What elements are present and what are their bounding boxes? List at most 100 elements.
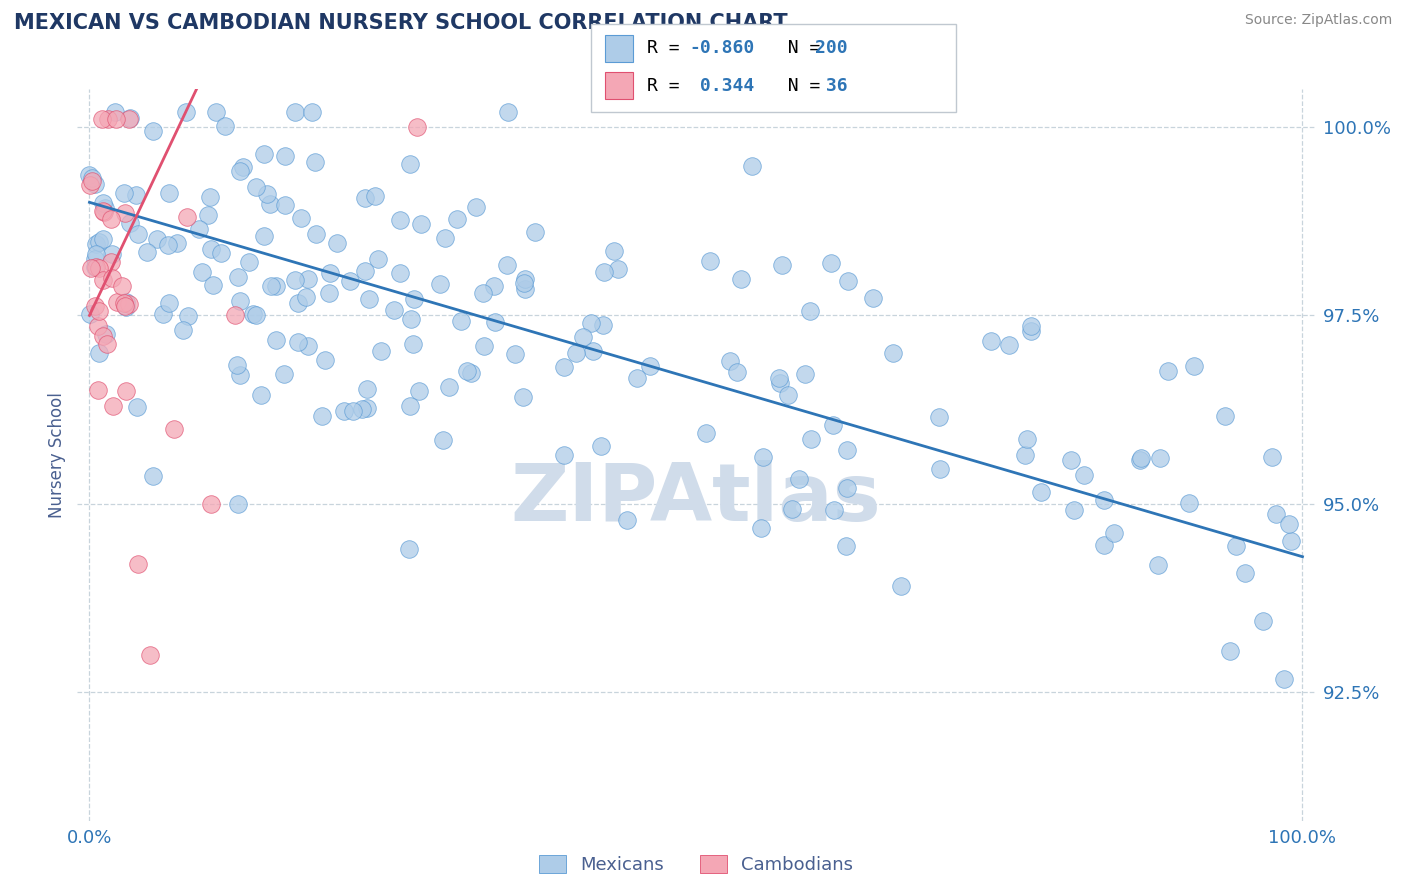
Point bbox=[1102, 526, 1125, 541]
Point bbox=[1177, 496, 1199, 510]
Point bbox=[929, 462, 952, 476]
Point bbox=[127, 227, 149, 241]
Point bbox=[513, 276, 536, 290]
Text: 0.344: 0.344 bbox=[689, 77, 754, 95]
Point bbox=[450, 314, 472, 328]
Point bbox=[725, 365, 748, 379]
Point bbox=[318, 285, 340, 300]
Point bbox=[799, 303, 821, 318]
Point bbox=[388, 266, 411, 280]
Point bbox=[114, 299, 136, 313]
Point bbox=[80, 174, 103, 188]
Point bbox=[741, 159, 763, 173]
Point bbox=[353, 264, 375, 278]
Point bbox=[350, 402, 373, 417]
Point bbox=[79, 169, 101, 183]
Point bbox=[90, 112, 112, 127]
Point bbox=[408, 384, 430, 398]
Point bbox=[79, 307, 101, 321]
Point bbox=[603, 244, 626, 258]
Point bbox=[1272, 672, 1295, 686]
Point bbox=[229, 164, 252, 178]
Point bbox=[87, 346, 110, 360]
Point bbox=[460, 366, 482, 380]
Point bbox=[616, 513, 638, 527]
Point bbox=[91, 329, 114, 343]
Point bbox=[339, 274, 361, 288]
Point bbox=[1219, 644, 1241, 658]
Point bbox=[752, 450, 775, 464]
Point bbox=[399, 312, 422, 326]
Point bbox=[260, 278, 283, 293]
Point bbox=[305, 227, 328, 241]
Point bbox=[769, 376, 792, 390]
Text: ZIPAtlas: ZIPAtlas bbox=[510, 459, 882, 538]
Point bbox=[434, 230, 457, 244]
Point bbox=[496, 258, 519, 272]
Point bbox=[823, 503, 845, 517]
Point bbox=[83, 177, 105, 191]
Point bbox=[862, 291, 884, 305]
Point bbox=[125, 400, 148, 414]
Point bbox=[1019, 319, 1042, 334]
Point bbox=[273, 197, 295, 211]
Point bbox=[166, 235, 188, 250]
Point bbox=[1279, 533, 1302, 548]
Point bbox=[1073, 467, 1095, 482]
Point bbox=[572, 330, 595, 344]
Point bbox=[120, 216, 142, 230]
Point bbox=[1260, 450, 1282, 464]
Point bbox=[105, 294, 128, 309]
Point bbox=[245, 308, 267, 322]
Point bbox=[1225, 539, 1247, 553]
Point bbox=[295, 290, 318, 304]
Point bbox=[464, 200, 486, 214]
Point bbox=[104, 112, 127, 127]
Point bbox=[156, 237, 179, 252]
Point bbox=[191, 265, 214, 279]
Point bbox=[238, 255, 260, 269]
Point bbox=[1019, 324, 1042, 338]
Point bbox=[606, 262, 628, 277]
Point bbox=[297, 271, 319, 285]
Point bbox=[523, 225, 546, 239]
Point bbox=[84, 260, 107, 274]
Point bbox=[928, 410, 950, 425]
Point bbox=[304, 155, 326, 169]
Point bbox=[204, 104, 226, 119]
Point bbox=[356, 401, 378, 416]
Point bbox=[429, 277, 451, 291]
Point bbox=[197, 208, 219, 222]
Point bbox=[503, 347, 526, 361]
Point bbox=[565, 346, 588, 360]
Point bbox=[513, 282, 536, 296]
Point bbox=[84, 236, 107, 251]
Point bbox=[287, 295, 309, 310]
Point bbox=[287, 334, 309, 349]
Point bbox=[370, 343, 392, 358]
Point bbox=[314, 353, 336, 368]
Point bbox=[101, 247, 124, 261]
Point bbox=[820, 256, 842, 270]
Point bbox=[226, 497, 249, 511]
Point bbox=[333, 404, 356, 418]
Point bbox=[1278, 516, 1301, 531]
Point bbox=[91, 232, 114, 246]
Text: 36: 36 bbox=[815, 77, 848, 95]
Point bbox=[446, 211, 468, 226]
Point bbox=[201, 277, 224, 292]
Point bbox=[96, 337, 118, 351]
Point bbox=[91, 195, 114, 210]
Text: R =: R = bbox=[647, 77, 690, 95]
Point bbox=[592, 318, 614, 332]
Point bbox=[284, 104, 307, 119]
Point bbox=[1213, 409, 1236, 424]
Point bbox=[226, 269, 249, 284]
Point bbox=[382, 303, 405, 318]
Point bbox=[837, 274, 859, 288]
Point bbox=[141, 469, 163, 483]
Point bbox=[94, 201, 117, 215]
Text: 200: 200 bbox=[815, 39, 848, 57]
Point bbox=[273, 368, 295, 382]
Point bbox=[359, 293, 381, 307]
